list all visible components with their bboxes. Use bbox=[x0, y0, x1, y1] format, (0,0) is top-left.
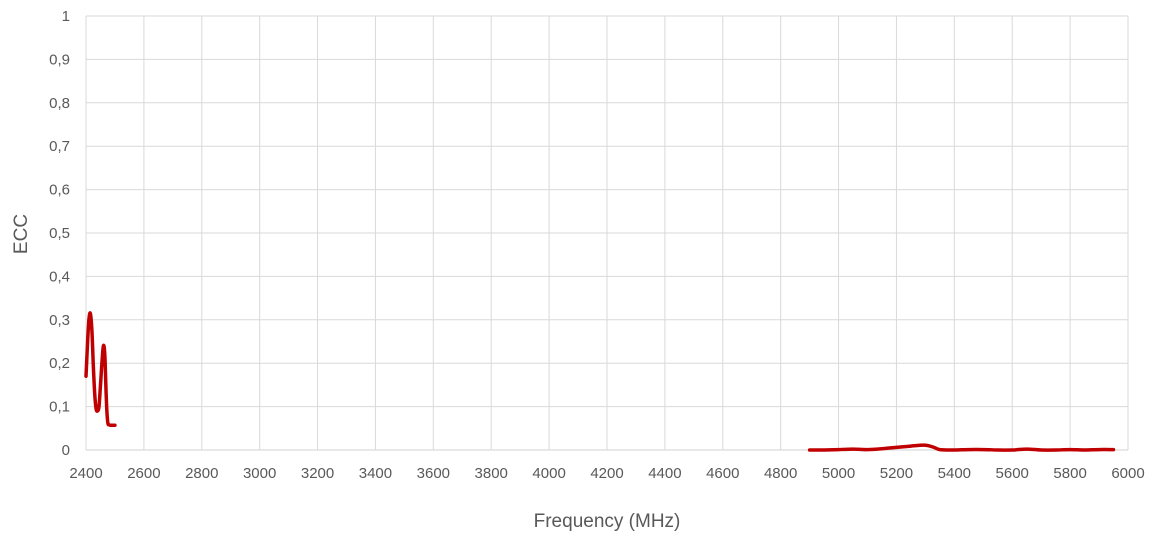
x-tick-label: 5600 bbox=[996, 465, 1029, 482]
x-tick-label: 2400 bbox=[69, 465, 102, 482]
y-tick-label: 0,1 bbox=[49, 399, 70, 416]
y-tick-label: 0,4 bbox=[49, 268, 70, 285]
x-tick-label: 3600 bbox=[417, 465, 450, 482]
y-tick-label: 0,3 bbox=[49, 312, 70, 329]
series-line-segment-2 bbox=[807, 443, 1116, 452]
y-tick-labels: 0 0,1 0,2 0,3 0,4 0,5 0,6 0,7 0,8 0,9 1 bbox=[49, 8, 70, 459]
y-tick-label: 0,7 bbox=[49, 138, 70, 155]
x-tick-label: 3200 bbox=[301, 465, 334, 482]
x-tick-label: 4800 bbox=[764, 465, 797, 482]
x-tick-label: 4400 bbox=[648, 465, 681, 482]
y-axis-title: ECC bbox=[11, 214, 32, 254]
x-tick-label: 3400 bbox=[359, 465, 392, 482]
x-tick-label: 2600 bbox=[127, 465, 160, 482]
y-tick-label: 0,6 bbox=[49, 182, 70, 199]
plot-area bbox=[84, 311, 1116, 452]
x-tick-label: 5400 bbox=[938, 465, 971, 482]
x-tick-label: 6000 bbox=[1111, 465, 1144, 482]
y-tick-label: 0,2 bbox=[49, 355, 70, 372]
gridlines bbox=[85, 15, 1129, 451]
series-line-segment-1 bbox=[84, 311, 117, 428]
x-tick-label: 3800 bbox=[475, 465, 508, 482]
x-tick-label: 4600 bbox=[706, 465, 739, 482]
y-tick-label: 1 bbox=[62, 8, 70, 25]
x-axis-title: Frequency (MHz) bbox=[534, 511, 681, 532]
y-tick-label: 0 bbox=[62, 442, 70, 459]
x-tick-labels: 2400 2600 2800 3000 3200 3400 3600 3800 4000 4200… bbox=[69, 465, 1144, 482]
x-tick-label: 4000 bbox=[532, 465, 565, 482]
y-tick-label: 0,5 bbox=[49, 225, 70, 242]
x-tick-label: 5800 bbox=[1053, 465, 1086, 482]
x-tick-label: 3000 bbox=[243, 465, 276, 482]
x-tick-label: 4200 bbox=[590, 465, 623, 482]
y-tick-label: 0,8 bbox=[49, 95, 70, 112]
x-tick-label: 5000 bbox=[822, 465, 855, 482]
x-tick-label: 2800 bbox=[185, 465, 218, 482]
y-tick-label: 0,9 bbox=[49, 51, 70, 68]
x-tick-label: 5200 bbox=[880, 465, 913, 482]
